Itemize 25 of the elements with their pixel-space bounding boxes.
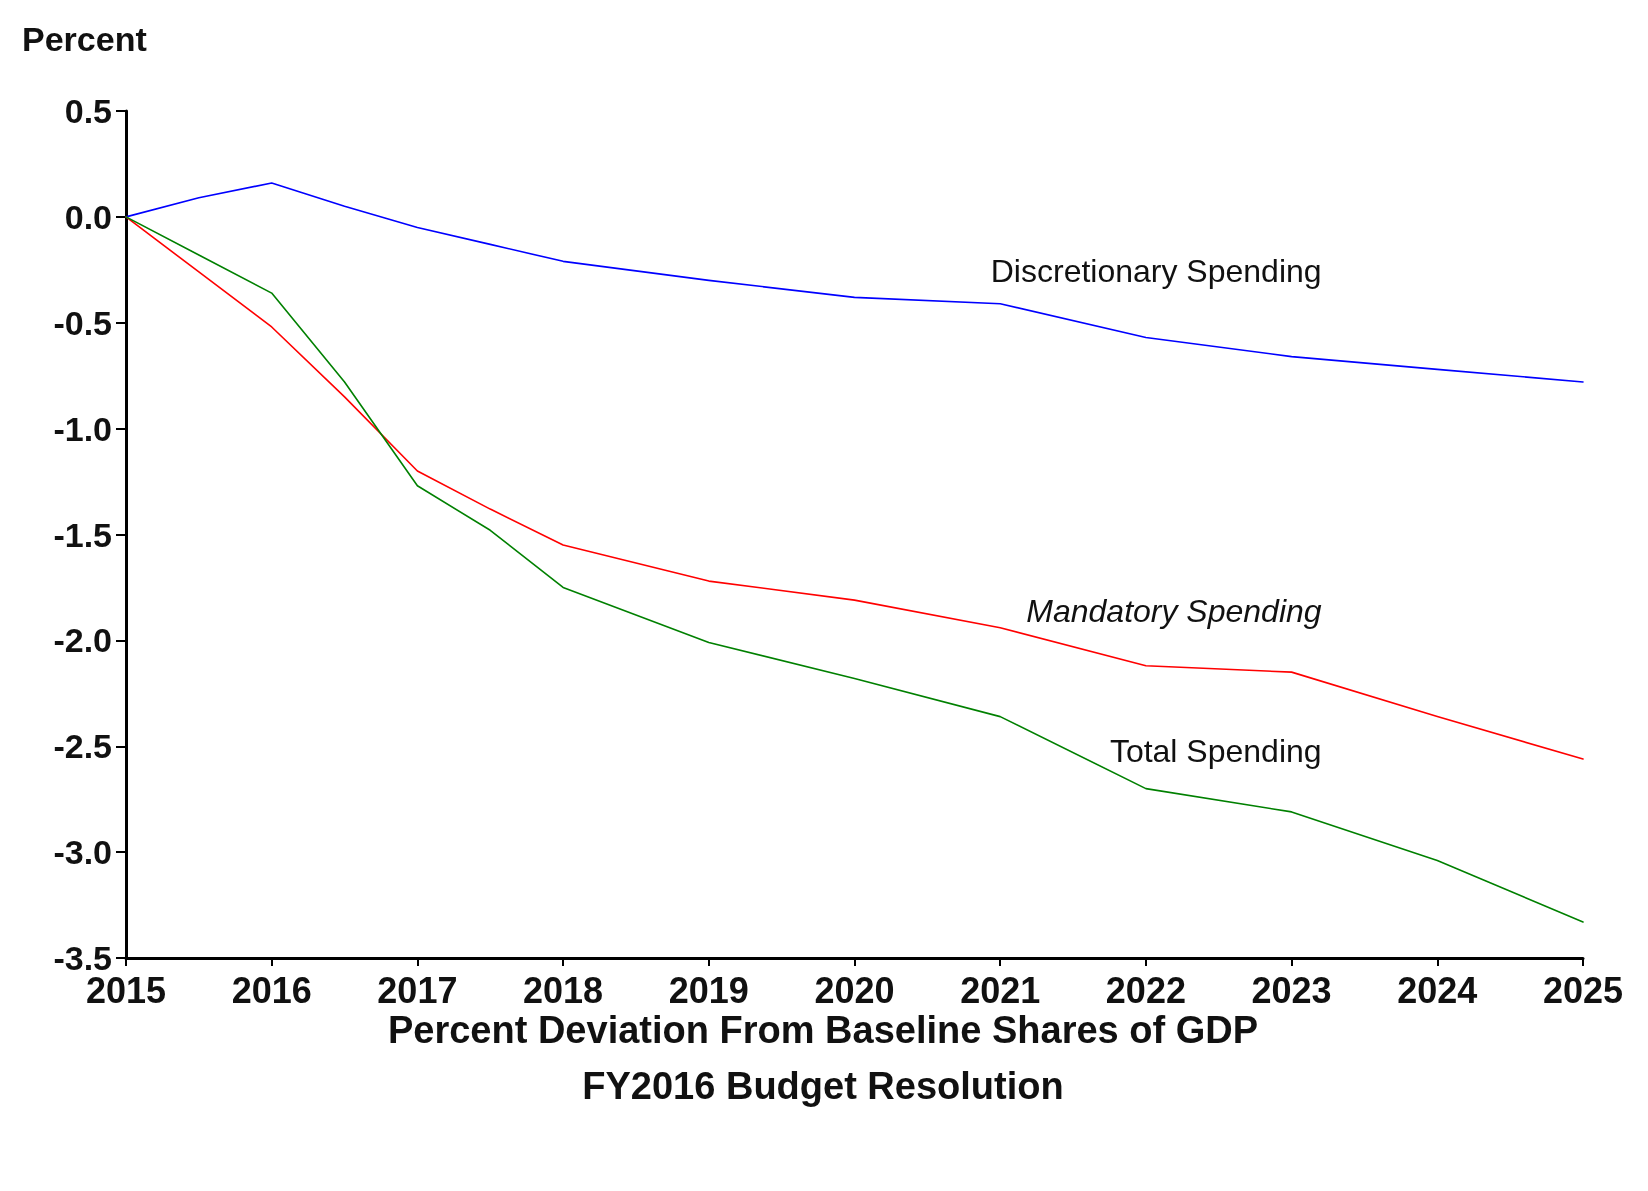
y-tick-label: -1.5	[53, 515, 112, 554]
y-tick-label: -3.0	[53, 833, 112, 872]
series-label: Discretionary Spending	[990, 252, 1322, 289]
y-tick-label: -2.0	[53, 621, 112, 660]
x-tick-label: 2020	[814, 969, 895, 1011]
series-label: Mandatory Spending	[1026, 593, 1322, 630]
y-tick-label: -0.5	[53, 303, 112, 342]
x-tick-label: 2017	[377, 969, 458, 1011]
y-axis-title: Percent	[22, 20, 147, 58]
y-tick-label: -1.0	[53, 409, 112, 448]
series-label: Total Spending	[1109, 732, 1322, 769]
x-tick-label: 2024	[1397, 969, 1478, 1011]
x-tick-label: 2023	[1251, 969, 1332, 1011]
line-series	[125, 182, 1584, 383]
y-tick-label: -2.5	[53, 727, 112, 766]
x-tick-label: 2021	[960, 969, 1041, 1011]
x-tick-label: 2019	[668, 969, 749, 1011]
x-tick-label: 2022	[1105, 969, 1186, 1011]
x-tick-label: 2018	[523, 969, 604, 1011]
line-series	[125, 216, 1584, 923]
x-tick-label: 2016	[231, 969, 312, 1011]
x-axis-title: Percent Deviation From Baseline Shares of GDP FY2016 Budget Resolution	[387, 1009, 1259, 1107]
x-tick-label: 2025	[1542, 969, 1624, 1011]
y-tick-label: 0.0	[64, 197, 112, 236]
y-tick-label: 0.5	[64, 92, 112, 130]
